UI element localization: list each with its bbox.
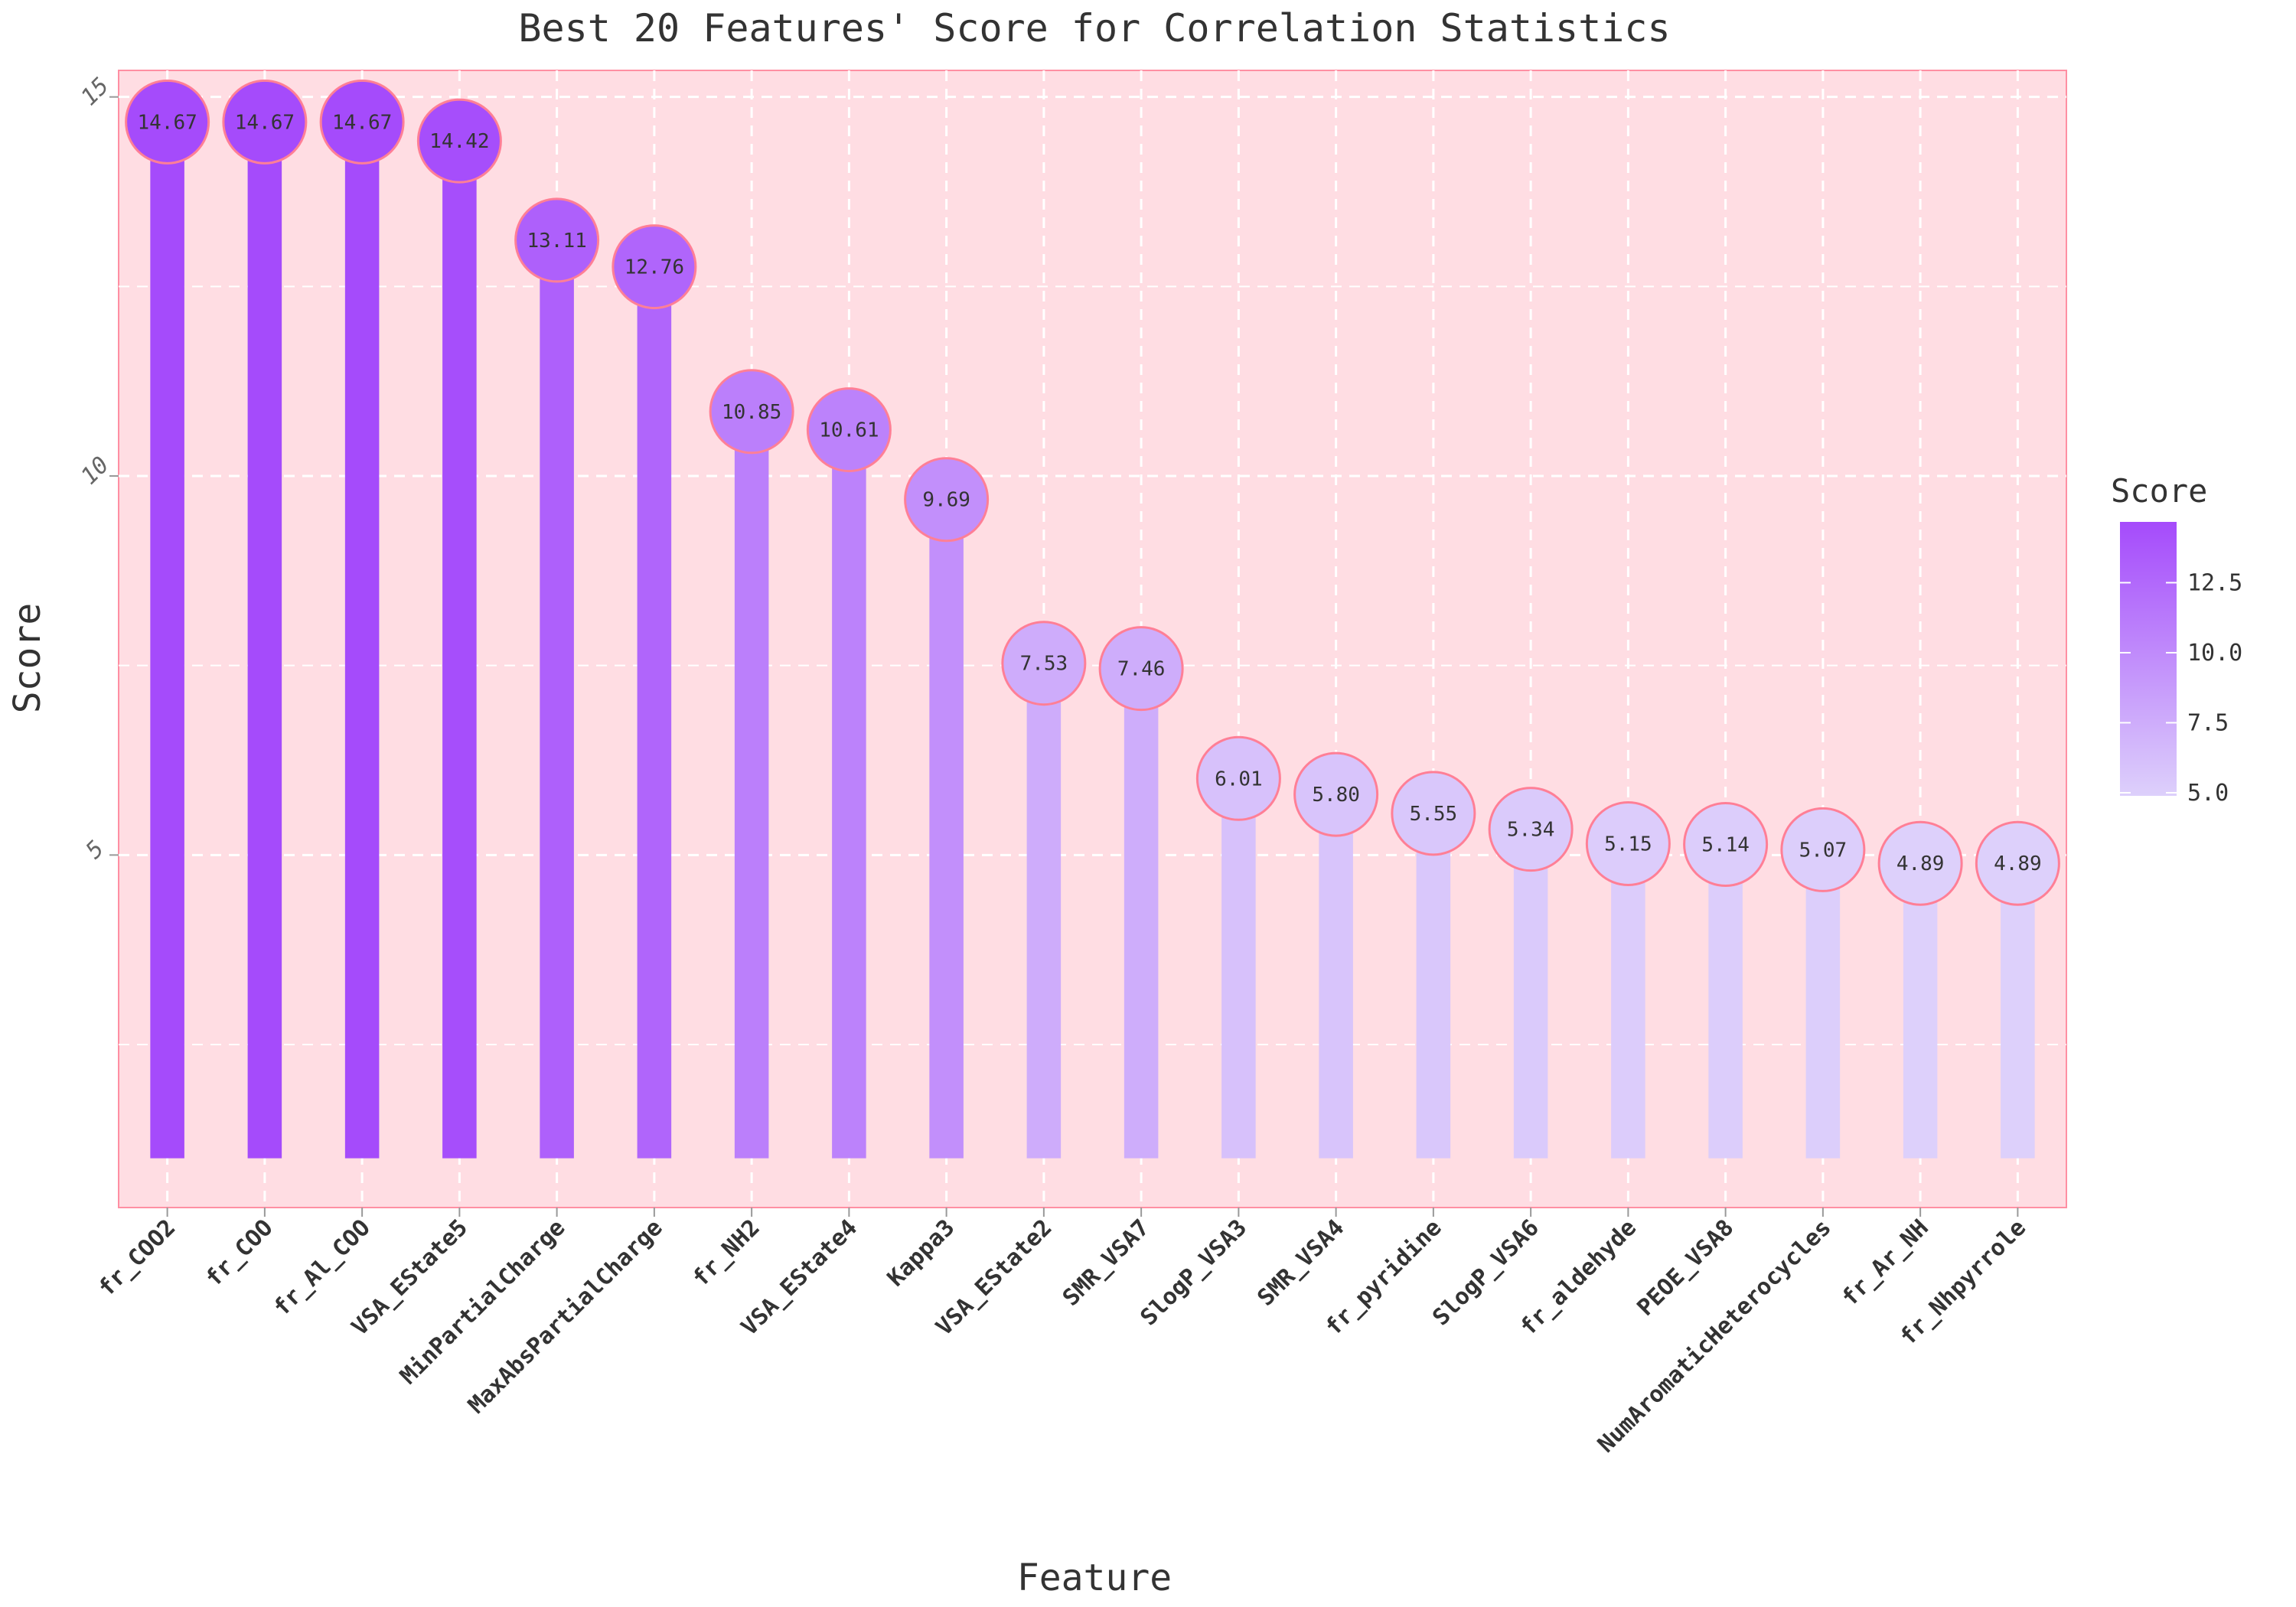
point: [1001, 621, 1087, 706]
chart-title: Best 20 Features' Score for Correlation …: [518, 6, 1670, 51]
bar: [344, 122, 380, 1159]
x-tick-label: MinPartialCharge: [395, 1214, 570, 1390]
point: [1877, 820, 1963, 906]
bar: [442, 141, 477, 1159]
bar: [1416, 813, 1451, 1159]
legend-tick-label: 7.5: [2187, 709, 2229, 736]
bar: [2001, 863, 2035, 1159]
bar: [832, 429, 866, 1159]
data-label: 14.42: [429, 130, 489, 153]
data-label: 9.69: [922, 489, 970, 512]
data-label: 14.67: [332, 111, 392, 134]
point: [319, 79, 405, 165]
y-tick-label: 10: [76, 451, 114, 490]
bar: [734, 411, 769, 1159]
x-tick-label: SMR_VSA7: [1058, 1214, 1155, 1312]
point-layer: [125, 79, 2060, 906]
point: [1975, 820, 2060, 906]
point: [1195, 735, 1281, 821]
color-legend: Score 5.0 7.5 10.0 12.5: [2111, 472, 2242, 807]
point: [1488, 787, 1574, 872]
bar: [1124, 668, 1159, 1159]
data-label: 10.85: [722, 401, 781, 424]
bar: [1805, 849, 1841, 1159]
bar: [1221, 778, 1256, 1159]
data-label: 7.46: [1117, 658, 1166, 681]
data-label: 5.07: [1799, 839, 1848, 862]
legend-colorbar: [2120, 522, 2177, 796]
data-label: 14.67: [137, 111, 197, 134]
point: [1683, 801, 1769, 887]
data-label: 6.01: [1215, 768, 1263, 790]
y-tick-label: 5: [81, 836, 110, 865]
x-tick-label: fr_NH2: [687, 1214, 765, 1292]
point: [806, 387, 892, 473]
data-label: 13.11: [527, 230, 586, 253]
y-tick-label: 15: [76, 73, 114, 111]
data-label: 5.55: [1410, 803, 1458, 826]
x-tick-label: fr_COO: [201, 1214, 278, 1292]
x-tick-label: SMR_VSA4: [1252, 1214, 1349, 1312]
data-label: 4.89: [1994, 852, 2042, 875]
data-label: 10.61: [819, 419, 879, 442]
x-tick-label: Kappa3: [882, 1214, 960, 1292]
point: [125, 79, 210, 165]
x-axis-title: Feature: [1017, 1556, 1172, 1599]
bar: [1708, 844, 1743, 1159]
legend-tick-label: 12.5: [2187, 569, 2242, 596]
legend-ticks: 5.0 7.5 10.0 12.5: [2120, 569, 2242, 807]
bar: [637, 266, 672, 1159]
x-tick-label: PEOE_VSA8: [1632, 1214, 1740, 1322]
legend-tick-label: 10.0: [2187, 640, 2242, 667]
point: [709, 369, 794, 455]
bar: [1513, 829, 1548, 1159]
bar: [1319, 794, 1353, 1159]
data-label: 5.15: [1604, 833, 1652, 856]
bar: [1026, 663, 1062, 1159]
data-label: 5.34: [1507, 819, 1555, 842]
point: [1293, 751, 1379, 837]
point: [222, 79, 308, 165]
y-tick-layer: 5 10 15: [76, 73, 119, 865]
point: [514, 197, 600, 283]
x-tick-label: fr_Ar_NH: [1837, 1214, 1934, 1312]
x-tick-label: MaxAbsPartialCharge: [463, 1214, 667, 1419]
data-label: 7.53: [1020, 653, 1068, 676]
point: [1391, 771, 1476, 856]
data-label: 14.67: [235, 111, 295, 134]
point: [416, 98, 502, 184]
x-tick-layer: fr_COO2 fr_COOfr_Al_COOVSA_EState5MinPart…: [93, 1208, 2031, 1458]
legend-tick-label: 5.0: [2187, 780, 2229, 807]
data-label: 4.89: [1896, 852, 1945, 875]
bar: [150, 122, 184, 1159]
point: [1098, 626, 1184, 712]
data-label: 12.76: [625, 256, 684, 279]
legend-title: Score: [2111, 472, 2207, 510]
value-label-layer: 14.67 14.67 14.67 14.42 13.11 12.76 10.85 10.61…: [137, 111, 2041, 875]
data-label: 5.14: [1701, 833, 1750, 856]
plot-panel: [118, 70, 2067, 1208]
point: [904, 457, 990, 543]
bar: [247, 122, 282, 1159]
data-label: 5.80: [1312, 784, 1360, 807]
y-axis-title: Score: [6, 603, 49, 714]
bar: [1903, 863, 1938, 1159]
point: [1585, 800, 1671, 886]
x-tick-label: fr_COO2: [93, 1214, 181, 1302]
x-tick-label: fr_Al_COO: [269, 1214, 376, 1322]
point: [1780, 807, 1866, 892]
bar: [540, 240, 574, 1159]
bar-layer: [150, 122, 2035, 1159]
point: [612, 224, 697, 310]
bar: [929, 499, 964, 1159]
bar: [1611, 843, 1645, 1159]
